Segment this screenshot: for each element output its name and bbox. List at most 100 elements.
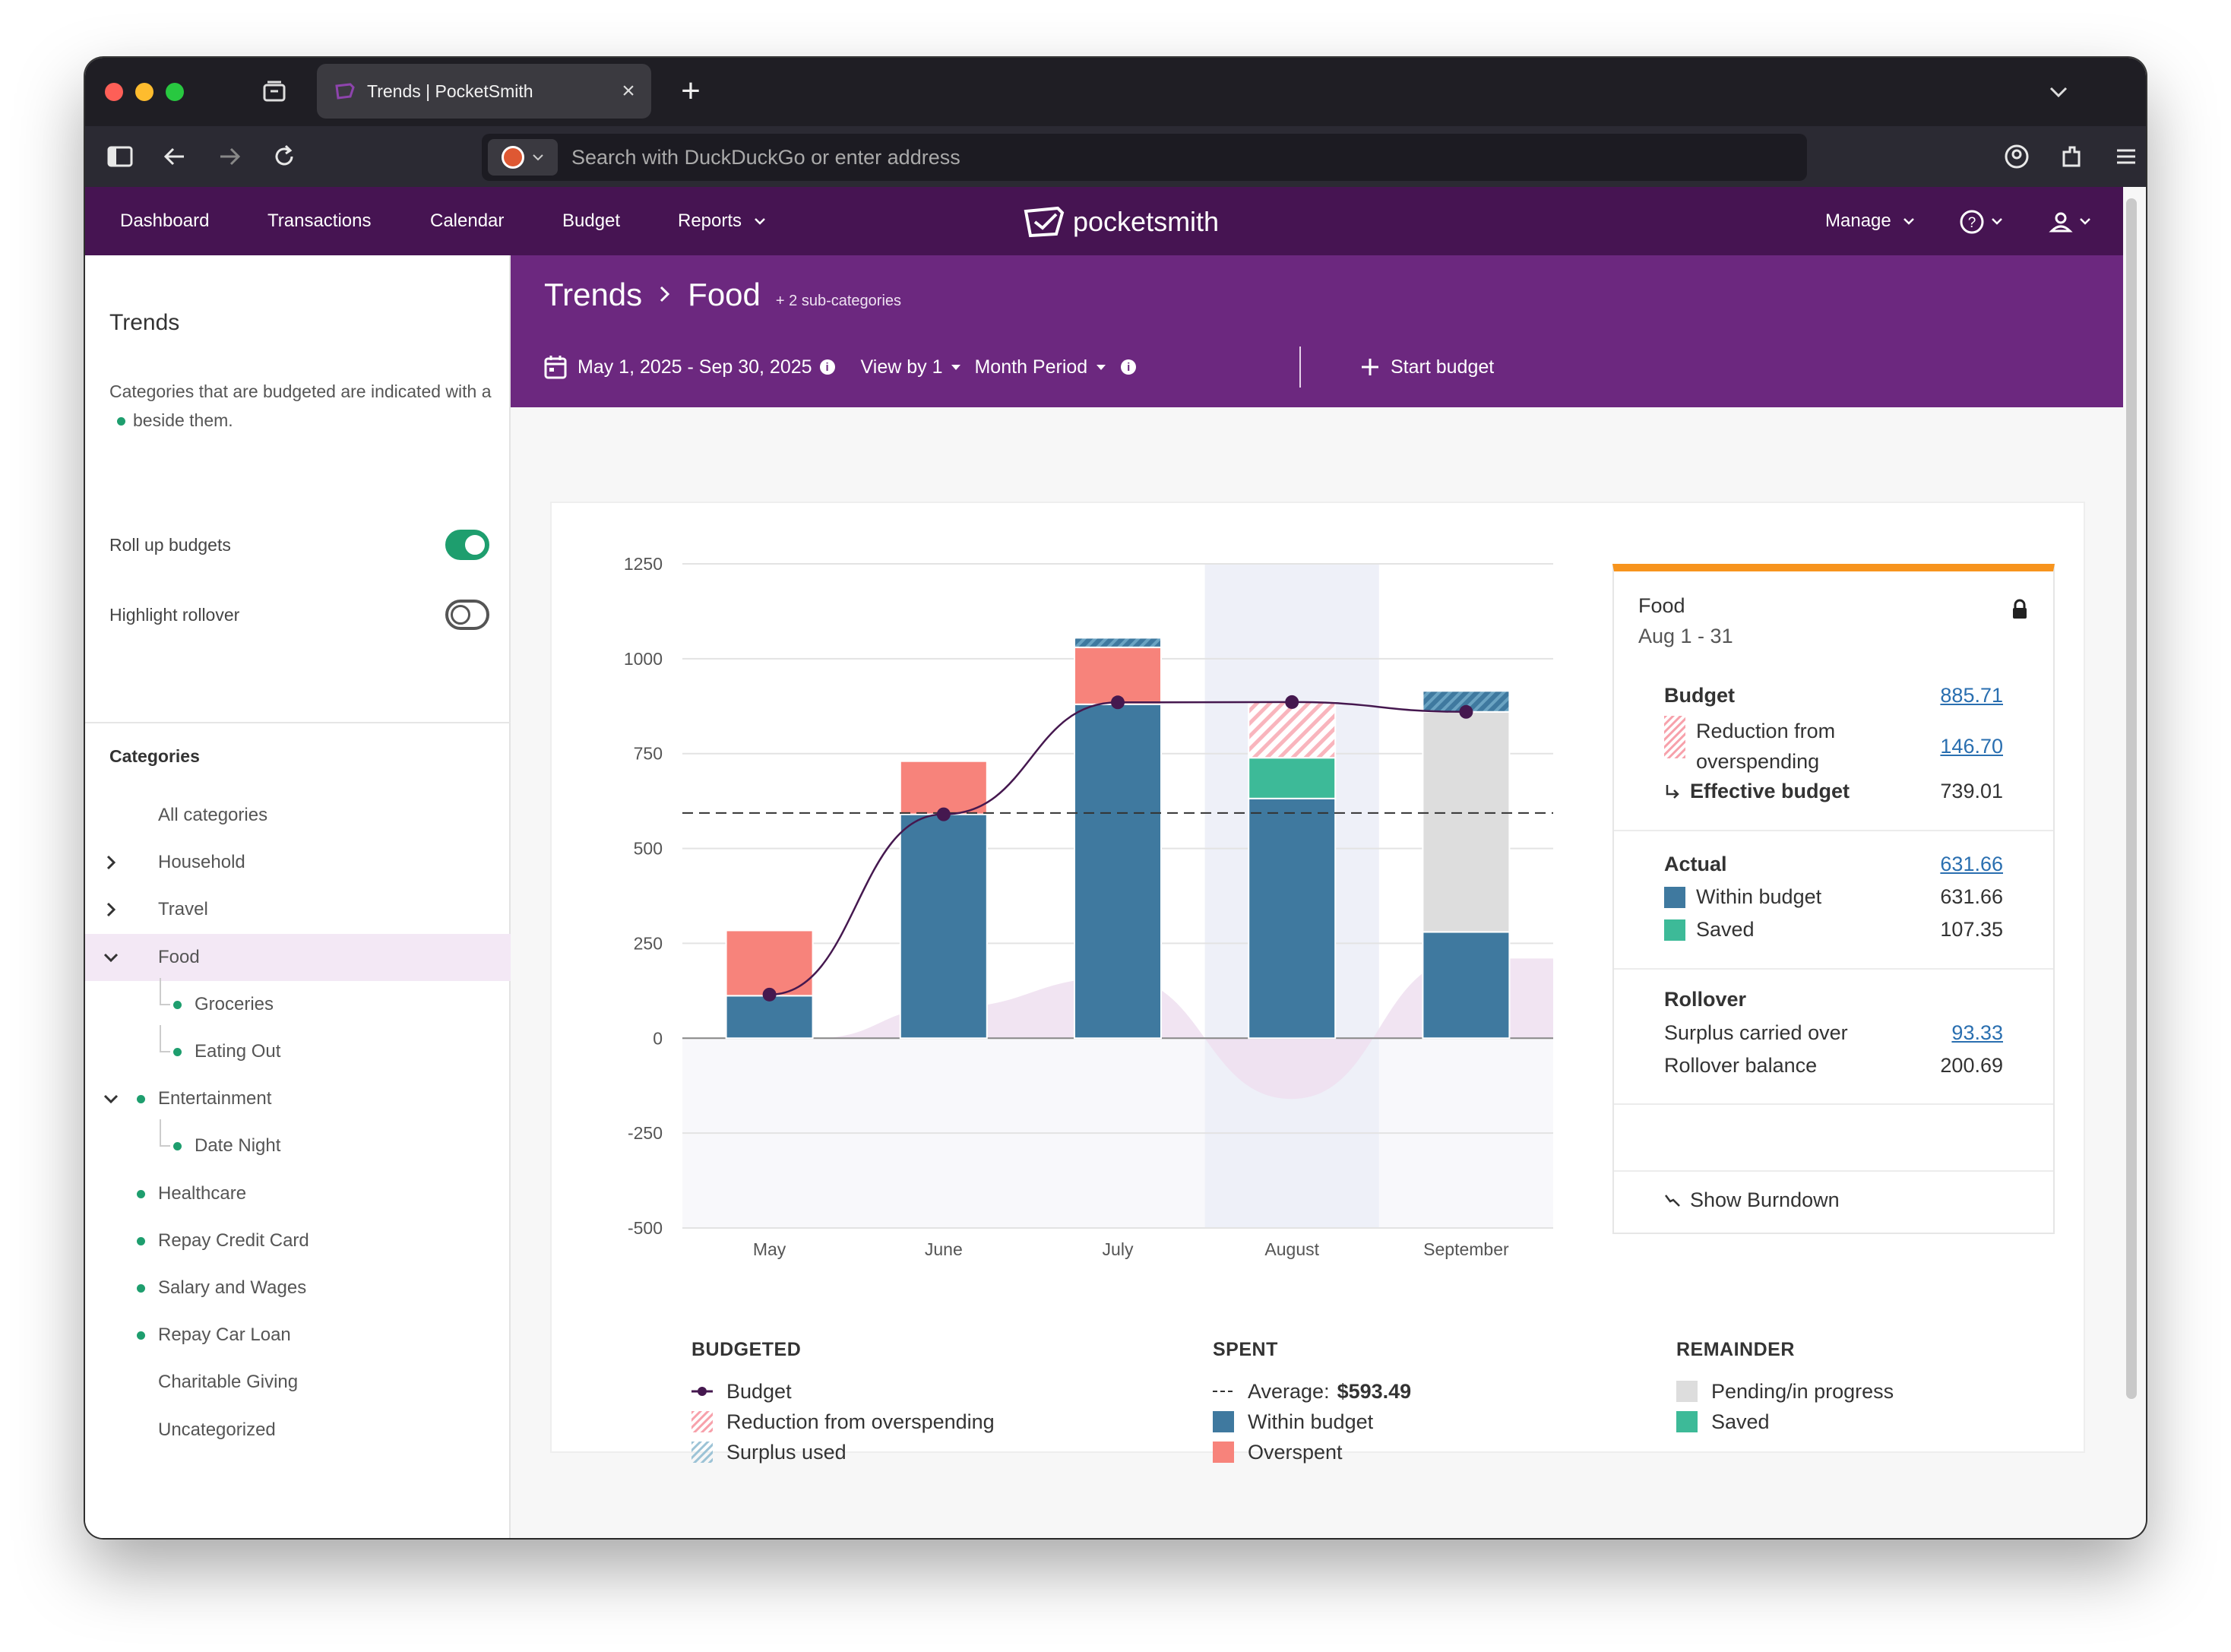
saved-swatch bbox=[1664, 919, 1685, 941]
sub-categories-link[interactable]: + 2 sub-categories bbox=[775, 293, 902, 309]
start-budget-button[interactable]: Start budget bbox=[1360, 348, 1494, 386]
account-icon[interactable] bbox=[2003, 143, 2030, 170]
category-item[interactable]: Healthcare bbox=[85, 1170, 511, 1217]
category-item[interactable]: Charitable Giving bbox=[85, 1359, 511, 1406]
sidebar-title: Trends bbox=[109, 310, 180, 335]
category-label: Date Night bbox=[195, 1135, 281, 1157]
nav-dashboard[interactable]: Dashboard bbox=[120, 210, 210, 231]
maximize-window-button[interactable] bbox=[166, 83, 184, 101]
reduction-hatch-icon bbox=[1664, 716, 1685, 758]
period-info-icon[interactable]: i bbox=[1121, 359, 1137, 375]
nav-manage-label: Manage bbox=[1825, 210, 1891, 231]
sidebar-description-start: Categories that are budgeted are indicat… bbox=[109, 381, 492, 401]
actual-value-link[interactable]: 631.66 bbox=[1940, 853, 2003, 875]
user-menu[interactable] bbox=[2049, 187, 2092, 255]
trend-chart[interactable]: 1250 1000 750 500 250 0 -250 -500 May June July Aug… bbox=[552, 503, 1570, 1324]
extensions-icon[interactable] bbox=[2058, 143, 2085, 170]
forward-icon[interactable] bbox=[216, 143, 243, 170]
budget-value-link[interactable]: 885.71 bbox=[1940, 684, 2003, 707]
page-scrollbar[interactable] bbox=[2126, 198, 2137, 1399]
category-item[interactable]: Food bbox=[85, 933, 511, 981]
close-tab-icon[interactable]: × bbox=[622, 78, 635, 103]
details-divider bbox=[1614, 830, 2053, 831]
nav-transactions[interactable]: Transactions bbox=[267, 210, 372, 231]
search-engine-selector[interactable] bbox=[488, 139, 558, 176]
category-item[interactable]: Salary and Wages bbox=[85, 1264, 511, 1312]
chevron-down-icon[interactable] bbox=[100, 1088, 122, 1109]
minimize-window-button[interactable] bbox=[135, 83, 153, 101]
breadcrumb-food: Food bbox=[688, 277, 761, 312]
average-value: $593.49 bbox=[1337, 1379, 1412, 1403]
lock-icon bbox=[2013, 599, 2027, 619]
surplus-value-link[interactable]: 93.33 bbox=[1951, 1021, 2003, 1044]
legend-budgeted: BUDGETED Budget Reduction from overspend… bbox=[691, 1339, 995, 1467]
budget-point bbox=[762, 987, 777, 1002]
effective-budget-value: 739.01 bbox=[1940, 780, 2003, 802]
budget-point bbox=[1285, 695, 1299, 709]
browser-toolbar: Search with DuckDuckGo or enter address bbox=[85, 126, 2146, 187]
sidebar-toggle-icon[interactable] bbox=[106, 143, 134, 170]
category-item[interactable]: Repay Car Loan bbox=[85, 1312, 511, 1359]
nav-reports[interactable]: Reports bbox=[678, 187, 767, 255]
rollover-balance-value: 200.69 bbox=[1940, 1054, 2003, 1077]
chevron-down-icon[interactable] bbox=[2047, 81, 2070, 103]
breadcrumb-trends[interactable]: Trends bbox=[544, 277, 643, 312]
new-tab-button[interactable]: + bbox=[681, 72, 701, 109]
category-item[interactable]: Uncategorized bbox=[85, 1407, 511, 1454]
category-label: Food bbox=[158, 946, 200, 967]
legend-spent: SPENT Average: $593.49 Within budget Ove… bbox=[1213, 1339, 1411, 1467]
chevron-right-icon[interactable] bbox=[100, 899, 122, 920]
chevron-right-icon[interactable] bbox=[100, 852, 122, 873]
address-bar[interactable]: Search with DuckDuckGo or enter address bbox=[482, 134, 1807, 181]
back-icon[interactable] bbox=[161, 143, 188, 170]
nav-budget[interactable]: Budget bbox=[562, 210, 621, 231]
view-by-select[interactable]: View by 1 bbox=[860, 356, 943, 378]
legend-item-budget: Budget bbox=[691, 1376, 995, 1407]
y-tick-label: -500 bbox=[628, 1218, 663, 1238]
within-label-wrap: Within budget bbox=[1664, 885, 1821, 909]
nav-calendar[interactable]: Calendar bbox=[430, 210, 505, 231]
legend-budgeted-title: BUDGETED bbox=[691, 1339, 802, 1360]
browser-tab-active[interactable]: Trends | PocketSmith × bbox=[317, 64, 651, 119]
chevron-down-icon bbox=[2079, 218, 2090, 225]
category-item[interactable]: Eating Out bbox=[85, 1025, 511, 1075]
menu-icon[interactable] bbox=[2112, 143, 2140, 170]
x-tick-label: September bbox=[1423, 1239, 1509, 1259]
highlight-rollover-toggle[interactable] bbox=[445, 600, 489, 630]
tab-history-icon[interactable] bbox=[261, 79, 287, 105]
saved-label: Saved bbox=[1696, 918, 1755, 941]
category-item[interactable]: Repay Credit Card bbox=[85, 1217, 511, 1264]
trend-filters: May 1, 2025 - Sep 30, 2025 i View by 1 M… bbox=[544, 348, 1137, 386]
category-label: Uncategorized bbox=[158, 1419, 276, 1440]
nav-manage[interactable]: Manage bbox=[1825, 187, 1916, 255]
reduction-value-link[interactable]: 146.70 bbox=[1940, 734, 2003, 758]
help-menu[interactable]: ? bbox=[1959, 187, 2004, 255]
close-window-button[interactable] bbox=[105, 83, 123, 101]
category-item[interactable]: All categories bbox=[85, 792, 511, 839]
pocketsmith-logo[interactable]: pocketsmith bbox=[1023, 204, 1219, 240]
period-select[interactable]: Month Period bbox=[974, 356, 1088, 378]
category-label: Repay Credit Card bbox=[158, 1230, 309, 1251]
category-item[interactable]: Travel bbox=[85, 886, 511, 933]
start-budget-label: Start budget bbox=[1391, 356, 1495, 378]
reduction-label-wrap: Reduction from overspending bbox=[1664, 716, 1854, 777]
browser-tab-bar: Trends | PocketSmith × + bbox=[85, 58, 2146, 126]
category-item[interactable]: Date Night bbox=[85, 1119, 511, 1169]
category-item[interactable]: Household bbox=[85, 839, 511, 886]
category-item[interactable]: Groceries bbox=[85, 977, 511, 1028]
legend-item-saved: Saved bbox=[1676, 1407, 1894, 1437]
chevron-down-icon bbox=[533, 154, 543, 161]
category-item[interactable]: Entertainment bbox=[85, 1075, 511, 1122]
bar-segment bbox=[899, 760, 988, 815]
rollover-label: Rollover bbox=[1664, 988, 1747, 1011]
chevron-down-icon[interactable] bbox=[100, 947, 122, 968]
roll-up-budgets-toggle[interactable] bbox=[445, 530, 489, 560]
reload-icon[interactable] bbox=[271, 143, 298, 170]
sidebar-description-end: beside them. bbox=[133, 410, 233, 430]
legend-label: Surplus used bbox=[726, 1440, 847, 1464]
surplus-used-swatch bbox=[691, 1442, 713, 1463]
date-info-icon[interactable]: i bbox=[819, 359, 835, 375]
show-burndown-button[interactable]: Show Burndown bbox=[1664, 1188, 2003, 1212]
date-range-picker[interactable]: May 1, 2025 - Sep 30, 2025 bbox=[578, 356, 812, 378]
x-tick-label: July bbox=[1103, 1239, 1134, 1259]
